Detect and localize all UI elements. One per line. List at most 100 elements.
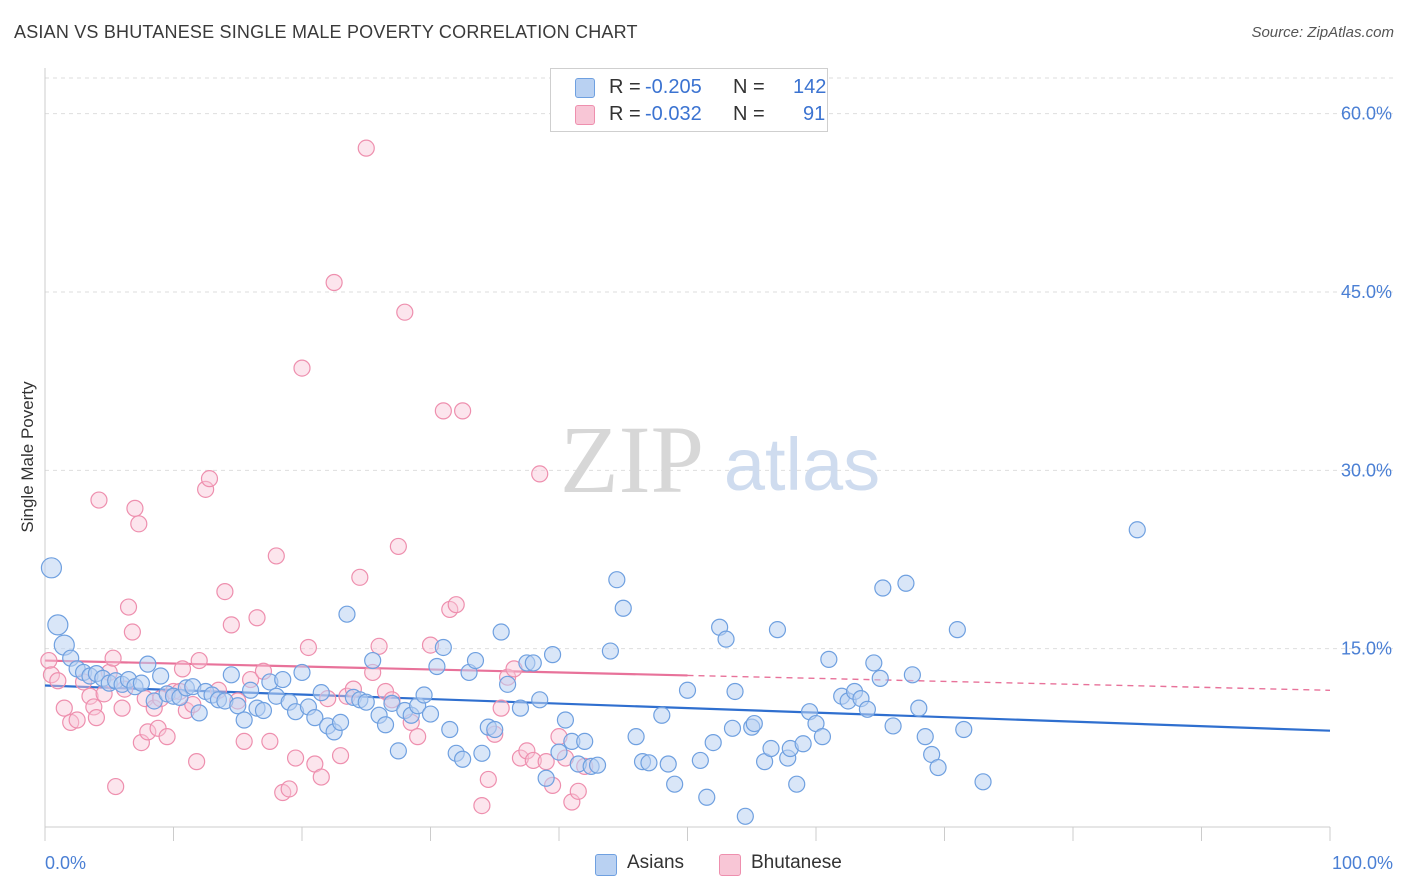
bhutanese-point [531,465,549,483]
bhutanese-point [563,793,581,811]
asians-point [1128,521,1146,539]
bhutanese-point [113,699,131,717]
asians-point [434,638,452,657]
x-tick-label-max: 100.0% [1332,853,1393,873]
bhutanese-point [325,273,343,292]
bhutanese-point [55,699,73,717]
bhutanese-point [40,651,58,670]
asians-point [152,667,170,685]
bhutanese-point [434,402,452,420]
asians-point [222,666,240,684]
asians-point [531,691,549,709]
bhutanese-point [81,687,99,705]
bhutanese-point [267,547,285,565]
asians-point [306,709,324,727]
y-tick-label: 60.0% [1341,104,1392,124]
asians-point [338,605,356,623]
asians-point [492,623,510,641]
bhutanese-point [370,637,388,655]
asians-point [659,755,677,773]
bhutanese-trend-extension [687,674,1331,691]
asians-point [717,630,735,648]
asians-point [466,651,485,670]
bottom-legend-label-bhutanese: Bhutanese [751,852,842,873]
data-points [40,139,1146,825]
legend-r-label: R = [609,76,641,98]
asians-point [726,682,744,701]
y-tick-label: 45.0% [1341,282,1392,302]
bottom-legend-swatch-bhutanese [719,854,741,876]
bhutanese-point [351,568,369,586]
asians-point [698,788,716,806]
bhutanese-point [299,638,318,657]
bhutanese-point [197,480,215,498]
asians-point [874,579,892,597]
bhutanese-point [524,751,542,770]
asians-point [858,700,877,718]
bhutanese-point [87,709,106,727]
asians-point [229,697,247,715]
asians-point [653,706,671,724]
legend-swatch-asians [575,78,595,98]
bhutanese-point [222,616,240,634]
asians-point [974,773,992,791]
y-tick-label: 15.0% [1341,639,1392,659]
bhutanese-point [158,728,176,746]
asians-point [691,751,709,770]
watermark-atlas: atlas [724,423,880,506]
asians-point [678,681,697,699]
bhutanese-point [130,515,148,533]
asians-point [627,728,645,746]
legend-n-label: N = [733,76,765,98]
asians-point [235,711,253,729]
asians-point [704,733,722,752]
asians-point [415,686,433,704]
asians-point [389,742,407,760]
legend-n-value-asians: 142 [793,76,827,98]
asians-point [640,754,658,772]
bhutanese-point [293,359,311,377]
asians-point [794,735,812,753]
legend-r-label: R = [609,103,641,125]
asians-point [40,557,63,579]
bhutanese-point [261,732,279,751]
asians-point [723,719,742,737]
asians-point [608,571,626,589]
asians-point [955,720,973,739]
bhutanese-point [569,782,587,800]
bhutanese-point [68,711,86,729]
gridlines [45,77,1395,650]
asians-point [813,728,832,746]
bhutanese-point [119,598,138,616]
asians-point [486,720,504,739]
asians-point [903,666,921,684]
asians-point [601,642,620,660]
bhutanese-point [42,666,61,684]
bhutanese-point [173,660,192,678]
asians-point [588,756,607,774]
bhutanese-point [49,672,67,690]
asians-point [762,739,780,758]
asians-point [312,684,330,702]
bhutanese-point [188,753,206,771]
asians-point [576,732,594,751]
asians-point [745,714,763,733]
bhutanese-point [447,596,465,614]
asians-point [929,758,947,777]
asians-point [190,704,208,722]
asians-point [145,692,163,710]
bhutanese-point [396,303,414,321]
asians-point [383,694,401,712]
bhutanese-point [537,753,555,771]
asians-point [543,646,562,664]
asians-point [871,669,889,687]
asians-point [421,705,440,723]
bhutanese-point [235,732,253,751]
bhutanese-point [200,470,219,488]
bhutanese-point [216,582,234,601]
asians-point [865,654,883,672]
asians-point [820,650,838,668]
bhutanese-point [357,139,375,157]
chart-title: ASIAN VS BHUTANESE SINGLE MALE POVERTY C… [14,22,638,42]
